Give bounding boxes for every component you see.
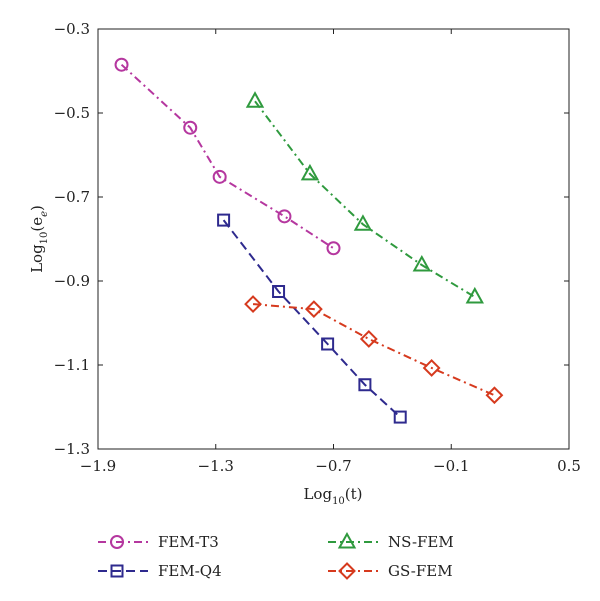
- series-ns-fem: [245, 91, 484, 304]
- y-tick-label: −0.5: [54, 104, 90, 122]
- y-axis-ticks: −1.3 −1.1 −0.9 −0.7 −0.5 −0.3: [54, 20, 569, 458]
- y-axis-label: Log10(ee): [28, 205, 50, 273]
- series-gs-fem: [244, 295, 504, 405]
- y-tick-label: −0.3: [54, 20, 90, 38]
- data-point-ns-fem: [353, 214, 373, 231]
- series-fem-q4: [217, 213, 407, 424]
- legend-entry-ns-fem: NS-FEM: [328, 531, 454, 551]
- data-point-fem-t3: [114, 57, 129, 72]
- x-tick-label: −0.1: [433, 457, 469, 475]
- plot-frame: [97, 28, 570, 450]
- data-point-fem-q4: [272, 285, 286, 298]
- data-point-fem-q4: [217, 213, 231, 227]
- data-point-gs-fem: [304, 300, 323, 319]
- data-point-fem-t3: [183, 120, 198, 135]
- y-tick-label: −1.3: [54, 440, 90, 458]
- data-point-gs-fem: [359, 330, 378, 348]
- legend-marker: [110, 564, 124, 578]
- legend-marker: [338, 562, 356, 580]
- series-line-fem-q4: [222, 219, 401, 418]
- y-tick-label: −0.7: [54, 188, 90, 206]
- data-point-fem-q4: [358, 378, 372, 392]
- data-point-fem-t3: [277, 209, 292, 224]
- data-point-ns-fem: [300, 163, 320, 181]
- legend-marker: [337, 531, 357, 549]
- legend-marker: [110, 535, 124, 549]
- series-line-gs-fem: [252, 303, 495, 397]
- series-line-fem-t3: [120, 63, 335, 250]
- data-point-ns-fem: [412, 254, 432, 272]
- data-point-ns-fem: [245, 91, 265, 108]
- x-axis-label: Log10(t): [303, 485, 362, 507]
- series-layer: [114, 57, 504, 424]
- x-tick-label: −0.7: [315, 457, 351, 475]
- series-line-ns-fem: [254, 100, 476, 298]
- x-axis-ticks: −1.9 −1.3 −0.7 −0.1 0.5: [80, 29, 581, 475]
- series-fem-t3: [114, 57, 341, 256]
- x-tick-label: −1.3: [198, 457, 234, 475]
- data-point-gs-fem: [485, 386, 504, 405]
- legend-label: NS-FEM: [388, 533, 454, 551]
- data-point-ns-fem: [465, 286, 484, 304]
- data-point-fem-t3: [326, 241, 341, 256]
- data-point-fem-q4: [321, 337, 335, 351]
- legend-entry-fem-q4: FEM-Q4: [98, 562, 222, 580]
- x-tick-label: −1.9: [80, 457, 116, 475]
- legend-label: GS-FEM: [388, 562, 453, 580]
- data-point-fem-q4: [393, 410, 407, 424]
- legend-label: FEM-Q4: [158, 562, 222, 580]
- y-tick-label: −1.1: [54, 356, 90, 374]
- data-point-gs-fem: [422, 359, 441, 377]
- y-tick-label: −0.9: [54, 272, 90, 290]
- data-point-fem-t3: [212, 169, 227, 184]
- legend-entry-gs-fem: GS-FEM: [328, 562, 453, 580]
- legend-entry-fem-t3: FEM-T3: [98, 533, 219, 551]
- legend-label: FEM-T3: [158, 533, 219, 551]
- data-point-gs-fem: [244, 295, 262, 314]
- x-tick-label: 0.5: [557, 457, 581, 475]
- legend: FEM-T3 FEM-Q4 NS-FEM GS-FEM: [98, 531, 454, 580]
